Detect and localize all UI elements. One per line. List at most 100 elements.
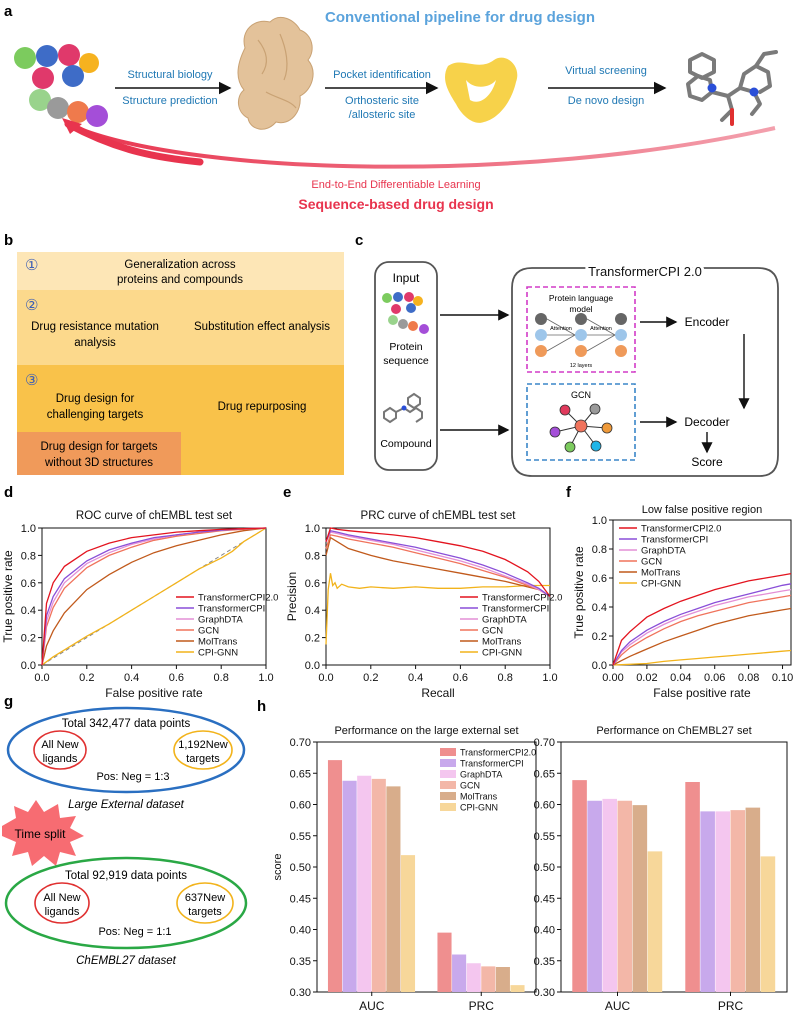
chembl-dataset-name: ChEMBL27 dataset: [76, 955, 177, 967]
y-tick-label: 0.65: [534, 768, 555, 780]
bar-GraphDTA-AUC: [602, 798, 617, 992]
y-tick-label: 0.70: [290, 737, 311, 749]
panel-letter-b: b: [4, 232, 13, 249]
legend-label: CPI-GNN: [482, 648, 522, 659]
y-tick-label: 0.30: [290, 987, 311, 999]
large-ligands-line1: All New: [41, 739, 78, 751]
plot-frame: [41, 527, 267, 666]
pocket-icon: [445, 57, 518, 123]
section1-bg: [17, 252, 344, 290]
chembl-total: Total 92,919 data points: [65, 870, 187, 882]
gcn-box: [526, 383, 636, 461]
legend-label: MolTrans: [641, 568, 680, 579]
series-line-GraphDTA: [325, 531, 551, 598]
y-axis-label: score: [272, 854, 284, 881]
bar-TransformerCPI-AUC: [587, 800, 602, 992]
y-tick-label: 0.0: [305, 660, 320, 672]
legend-label: TransformerCPI: [641, 535, 708, 546]
x-tick-label: 0.10: [772, 672, 793, 684]
step-structural-biology: Structural biology: [128, 69, 213, 81]
series-line-TransformerCPI2.0: [612, 572, 792, 666]
legend-label: MolTrans: [460, 792, 498, 802]
chart-title: Performance on ChEMBL27 set: [596, 725, 751, 737]
bar-MolTrans-PRC: [745, 807, 761, 992]
x-tick-label: 0.08: [738, 672, 759, 684]
diagonal-reference: [41, 527, 267, 666]
y-tick-label: 0.60: [534, 800, 555, 812]
section3-left-line2: challenging targets: [47, 409, 144, 421]
x-tick-label: 0.0: [318, 672, 333, 684]
legend-label: CPI-GNN: [641, 579, 681, 590]
y-tick-label: 0.2: [592, 631, 607, 643]
x-tick-label: 0.6: [453, 672, 468, 684]
gcn-graph-icon: [549, 403, 613, 453]
section3-number: ③: [25, 372, 38, 389]
x-tick-label: 0.02: [636, 672, 657, 684]
x-tick-label: AUC: [359, 999, 385, 1013]
y-tick-label: 1.0: [21, 523, 36, 535]
bar-GraphDTA-PRC: [466, 963, 481, 992]
y-tick-label: 0.70: [534, 737, 555, 749]
input-box: [374, 261, 438, 471]
legend-label: TransformerCPI2.0: [198, 593, 278, 604]
panel-a: a Conventional pipeline for drug design …: [4, 3, 778, 212]
legend-label: TransformerCPI2.0: [641, 524, 721, 535]
section3-bottom-line2: without 3D structures: [44, 457, 153, 469]
y-tick-label: 0.35: [290, 956, 311, 968]
x-tick-label: 0.2: [79, 672, 94, 684]
bar-GCN-AUC: [371, 778, 386, 992]
large-ratio: Pos: Neg = 1:3: [96, 771, 169, 783]
legend-label: TransformerCPI2.0: [460, 748, 536, 758]
input-label: Input: [393, 271, 420, 285]
legend-label: TransformerCPI: [460, 759, 524, 769]
legend-label: TransformerCPI: [482, 604, 549, 615]
plm-nodes-icon: [535, 313, 627, 357]
chembl-targets-ellipse: [176, 882, 234, 924]
y-tick-label: 0.2: [305, 633, 320, 645]
chembl-targets-line2: targets: [188, 906, 222, 918]
section1-text-line2: proteins and compounds: [117, 274, 243, 286]
end-to-end-label: End-to-End Differentiable Learning: [311, 179, 480, 191]
series-line-MolTrans: [612, 607, 792, 666]
y-tick-label: 0.0: [592, 660, 607, 672]
y-tick-label: 0.45: [290, 893, 311, 905]
series-line-TransformerCPI2.0: [41, 527, 267, 666]
chembl-ligands-line2: ligands: [45, 906, 80, 918]
chembl-targets-line1: 637New: [185, 892, 225, 904]
bar-TransformerCPI-PRC: [700, 811, 715, 992]
legend-swatch: [440, 792, 456, 800]
bar-TransformerCPI2.0-PRC: [437, 932, 452, 992]
panel-letter-d: d: [4, 484, 13, 501]
y-tick-label: 0.35: [534, 956, 555, 968]
plm-label-line1: Protein language: [549, 293, 614, 303]
panel-letter-g: g: [4, 693, 13, 710]
arc-thick-start: [64, 120, 204, 166]
x-tick-label: 0.4: [408, 672, 423, 684]
legend-label: GCN: [198, 626, 219, 637]
protein-detail-lines: [257, 33, 297, 109]
bar-GCN-PRC: [481, 966, 496, 992]
y-axis-label: True positive rate: [572, 546, 586, 639]
legend-label: GraphDTA: [641, 546, 686, 557]
series-line-CPI-GNN: [325, 573, 550, 645]
y-tick-label: 0.55: [534, 831, 555, 843]
section3-right: Drug repurposing: [218, 401, 307, 413]
bar-TransformerCPI-PRC: [452, 954, 467, 992]
panel-b: b ① Generalization across proteins and c…: [4, 232, 344, 475]
model-title: TransformerCPI 2.0: [588, 264, 702, 279]
panel-letter-a: a: [4, 3, 13, 20]
score-label: Score: [691, 455, 723, 469]
y-tick-label: 0.30: [534, 987, 555, 999]
legend-label: GCN: [482, 626, 503, 637]
panel-g: Total 342,477 data points All New ligand…: [2, 706, 248, 967]
bar-TransformerCPI2.0-AUC: [572, 780, 587, 992]
chembl-dataset-ellipse: [4, 856, 248, 950]
bar-CPI-GNN-AUC: [400, 855, 416, 992]
plm-label-line2: model: [569, 304, 592, 314]
x-tick-label: PRC: [718, 999, 744, 1013]
section2-number: ②: [25, 297, 38, 314]
chart-chembl27: Performance on ChEMBL27 set 0.30 0.35 0.40 0…: [534, 725, 788, 1013]
series-line-CPI-GNN: [41, 527, 267, 666]
step-pocket-identification: Pocket identification: [333, 69, 431, 81]
